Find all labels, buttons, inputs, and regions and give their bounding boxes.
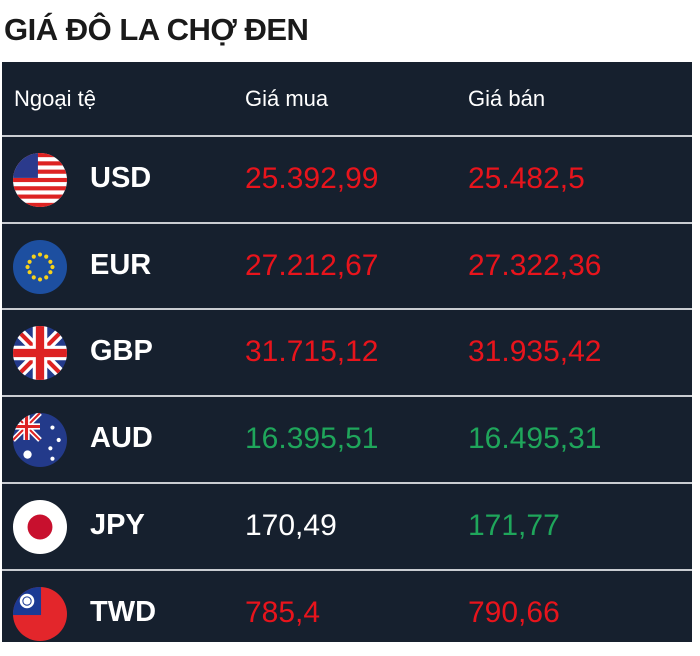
buy-price: 31.715,12 [245, 335, 379, 369]
buy-price: 27.212,67 [245, 248, 379, 282]
currency-code: EUR [90, 248, 152, 281]
currency-code: GBP [90, 335, 153, 368]
sell-price: 27.322,36 [468, 248, 602, 282]
currency-row: TWD 785,4 790,66 [2, 568, 692, 656]
flag-icon [13, 587, 67, 641]
sell-price: 16.495,31 [468, 422, 602, 456]
title: GIÁ ĐÔ LA CHỢ ĐEN [4, 12, 309, 47]
buy-price: 16.395,51 [245, 422, 379, 456]
currency-row: EUR 27.212,67 27.322,36 [2, 221, 692, 309]
flag-icon [13, 326, 67, 380]
flag-icon [13, 153, 67, 207]
buy-price: 170,49 [245, 508, 337, 542]
header-cell: Ngoại tệ [14, 86, 96, 111]
sell-price: 790,66 [468, 595, 560, 629]
currency-row: AUD 16.395,51 16.495,31 [2, 395, 692, 482]
header-cell: Giá bán [468, 86, 546, 111]
sell-price: 31.935,42 [468, 335, 602, 369]
currency-row: USD 25.392,99 25.482,5 [2, 135, 692, 222]
header-cell: Giá mua [245, 86, 329, 111]
currency-code: USD [90, 162, 152, 194]
flag-icon [13, 499, 67, 554]
header-row: Ngoại tệ Giá mua Giá bán [2, 62, 692, 135]
flag-icon [13, 240, 67, 294]
currency-code: JPY [90, 508, 145, 541]
buy-price: 25.392,99 [245, 162, 379, 195]
flag-icon [13, 413, 67, 467]
currency-row: JPY 170,49 171,77 [2, 481, 692, 569]
sell-price: 171,77 [468, 508, 560, 542]
currency-row: GBP 31.715,12 31.935,42 [2, 308, 692, 395]
sell-price: 25.482,5 [468, 162, 585, 195]
currency-code: AUD [90, 422, 153, 455]
rate-table: Ngoại tệ Giá mua Giá bán USD 25.392,99 25.… [2, 62, 692, 642]
buy-price: 785,4 [245, 595, 321, 629]
currency-code: TWD [90, 595, 157, 628]
